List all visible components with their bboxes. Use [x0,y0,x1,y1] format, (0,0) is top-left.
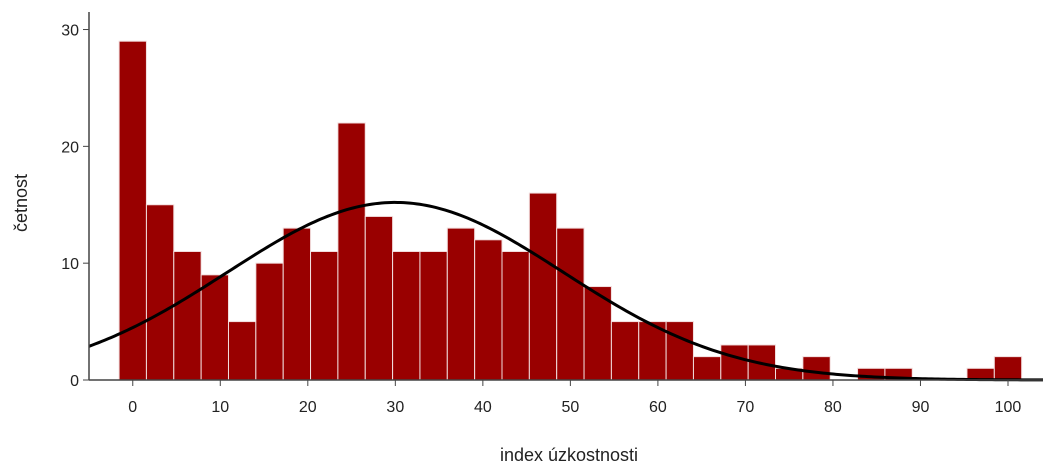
histogram-bar [227,321,257,381]
x-tick-label: 80 [824,399,842,416]
histogram-bar [200,274,229,381]
histogram-bar [720,344,749,381]
histogram-bar [364,215,394,381]
x-tick-label: 60 [649,399,667,416]
x-tick-label: 40 [474,399,492,416]
bars [118,40,1023,381]
histogram-bar [310,250,339,381]
histogram-bar [255,262,284,381]
y-tick-label: 10 [61,256,79,273]
x-tick-label: 30 [386,399,404,416]
x-tick-label: 100 [995,399,1022,416]
histogram-bar [610,321,640,381]
x-tick-label: 50 [561,399,579,416]
histogram-bar [665,321,694,381]
y-axis-title: četnost [11,174,31,232]
x-ticks: 0 10 20 30 40 50 60 70 80 90 100 [128,380,1021,416]
x-tick-label: 70 [737,399,755,416]
histogram-bar [556,227,585,381]
x-tick-label: 90 [912,399,930,416]
histogram-bar [993,356,1023,381]
x-axis-title: index úzkostnosti [500,445,638,465]
x-tick-label: 10 [211,399,229,416]
histogram-bar [145,204,175,381]
histogram-bar [501,250,530,381]
histogram-bar [392,250,421,381]
normal-curve [88,200,1043,382]
histogram-bar [528,192,558,381]
histogram-bar [446,227,476,381]
y-tick-label: 30 [61,23,79,40]
y-ticks: 0 10 20 30 [61,23,89,390]
histogram-bar [173,250,202,381]
histogram-bar [337,122,366,381]
y-tick-label: 0 [70,373,79,390]
histogram-bar [583,286,612,381]
histogram-bar [419,250,448,381]
histogram-bar [474,239,503,381]
x-tick-label: 20 [299,399,317,416]
histogram-bar [282,227,312,381]
histogram-bar [802,356,831,381]
y-tick-label: 20 [61,139,79,156]
x-tick-label: 0 [128,399,137,416]
histogram-bar [692,356,722,381]
